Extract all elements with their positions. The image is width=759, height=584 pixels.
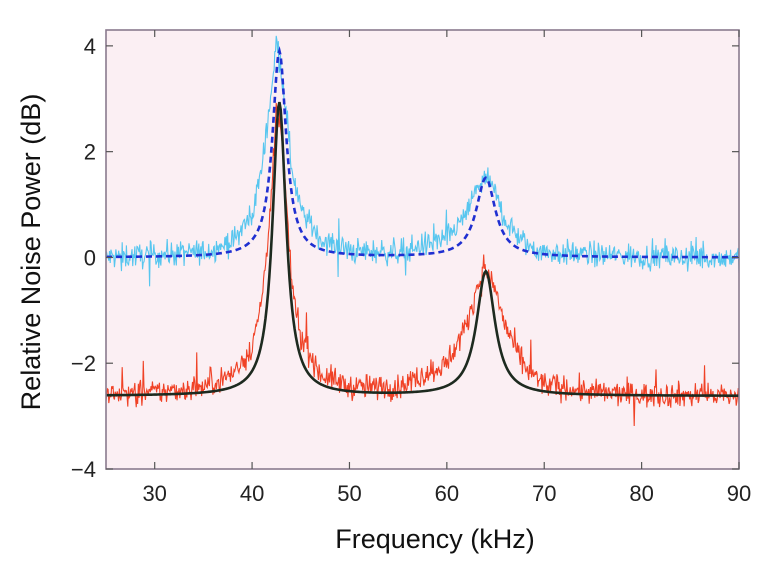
x-axis-label: Frequency (kHz): [335, 524, 535, 554]
tick-layer: 30 40 50 60 70 80 90 −4 −2 0 2 4: [71, 30, 751, 506]
x-tick-label: 70: [532, 481, 556, 506]
x-tick-label: 60: [435, 481, 459, 506]
y-tick-label: −4: [71, 457, 96, 482]
series-0-noisy-trace: [106, 35, 739, 287]
x-tick-label: 40: [240, 481, 264, 506]
y-tick-label: 4: [84, 34, 96, 59]
series-3-fit-line: [106, 101, 739, 397]
y-tick-label: −2: [71, 351, 96, 376]
series-layer: [106, 35, 739, 427]
x-tick-label: 80: [629, 481, 653, 506]
series-1-fit-line: [106, 46, 739, 259]
x-tick-label: 90: [727, 481, 751, 506]
series-2-noisy-trace: [106, 102, 739, 427]
x-tick-label: 30: [142, 481, 166, 506]
x-tick-label: 50: [337, 481, 361, 506]
y-tick-label: 2: [84, 140, 96, 165]
y-axis-label: Relative Noise Power (dB): [16, 94, 46, 411]
plot-frame: [105, 29, 740, 470]
y-tick-label: 0: [84, 245, 96, 270]
